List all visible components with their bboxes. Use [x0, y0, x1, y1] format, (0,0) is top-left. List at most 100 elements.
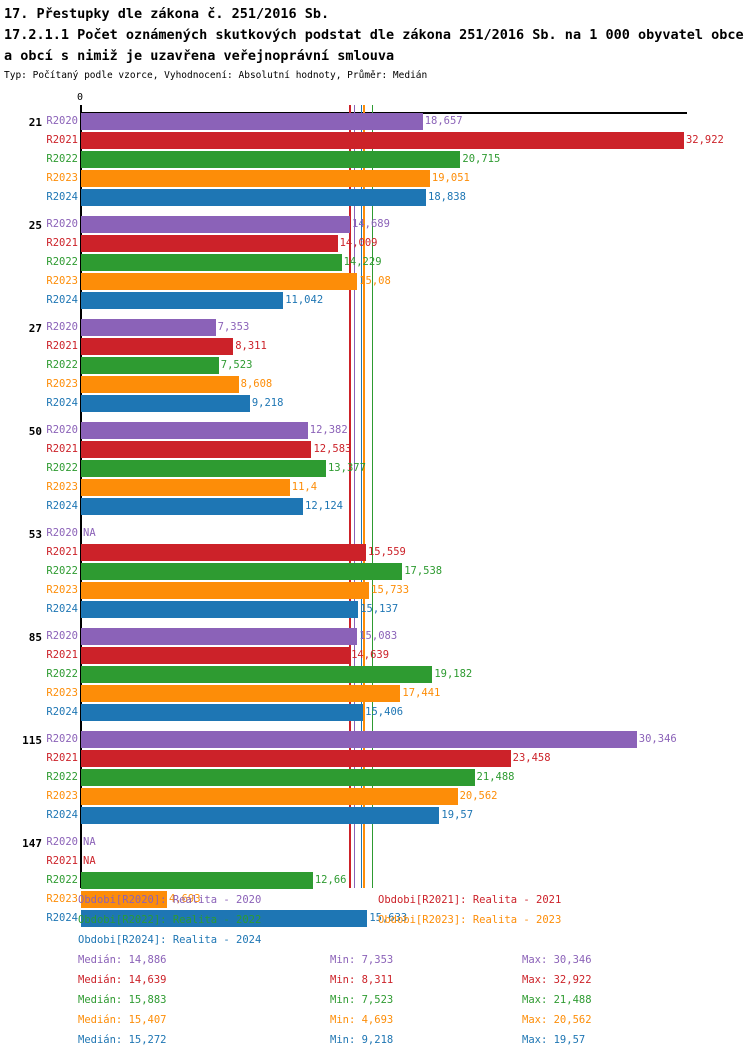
- bar[interactable]: [81, 628, 358, 645]
- bar[interactable]: [81, 647, 350, 664]
- bar-group: 21 R2020 18,657 R2021 32,922 R2022 20,715 R2023…: [0, 113, 750, 208]
- bar[interactable]: [81, 601, 359, 618]
- bar-row-label: R2021: [46, 443, 78, 455]
- stat-max: Max: 19,57: [522, 1034, 586, 1046]
- bar-row: R2022 13,377: [0, 460, 750, 477]
- bar-value-label: 12,124: [305, 500, 343, 512]
- legend-item-obdobi-r2021-realita-2021[interactable]: Obdobi[R2021]: Realita - 2021: [378, 894, 562, 906]
- bar[interactable]: [81, 395, 250, 412]
- stat-median: Medián: 15,407: [78, 1014, 167, 1026]
- bar-value-label: 13,377: [327, 462, 366, 474]
- bar-row: R2021 32,922: [0, 132, 750, 149]
- bar-row: R2024 19,57: [0, 807, 750, 824]
- bar-value-label: NA: [83, 836, 96, 848]
- bar[interactable]: [81, 807, 440, 824]
- bar[interactable]: [81, 479, 290, 496]
- bar[interactable]: [81, 750, 511, 767]
- bar[interactable]: [81, 235, 338, 252]
- bar-row: R2021 23,458: [0, 750, 750, 767]
- bar-value-label: 8,608: [240, 378, 273, 390]
- bar-row: R2021 8,311: [0, 338, 750, 355]
- bar[interactable]: [81, 910, 368, 927]
- bar-row-label: R2023: [46, 893, 78, 905]
- bar[interactable]: [81, 254, 342, 271]
- bar-group: 53 R2020 NA R2021 15,559 R2022 17,538 R2023 15,7…: [0, 525, 750, 620]
- bar[interactable]: [81, 338, 234, 355]
- bar[interactable]: [81, 189, 427, 206]
- bar-value-label: NA: [83, 855, 96, 867]
- bar-value-label: 14,229: [343, 256, 382, 268]
- chart-meta: Typ: Počítaný podle vzorce, Vyhodnocení:…: [4, 70, 428, 81]
- bar[interactable]: [81, 666, 433, 683]
- median-line-r2020: [353, 105, 356, 888]
- stat-min: Min: 9,218: [330, 1034, 394, 1046]
- bar-row: R2022 14,229: [0, 254, 750, 271]
- bar[interactable]: [81, 563, 403, 580]
- bar[interactable]: [81, 292, 284, 309]
- bar-row: R2020 18,657: [0, 113, 750, 130]
- legend-item-obdobi-r2020-realita-2020[interactable]: Obdobi[R2020]: Realita - 2020: [78, 894, 262, 906]
- bar[interactable]: [81, 151, 461, 168]
- bar[interactable]: [81, 704, 364, 721]
- bar-value-label: 17,441: [402, 687, 441, 699]
- page-title: 17. Přestupky dle zákona č. 251/2016 Sb.: [4, 6, 330, 22]
- bar-row: R2023 15,08: [0, 273, 750, 290]
- group-label: 85: [28, 631, 42, 644]
- bar[interactable]: [81, 376, 239, 393]
- bar-row-label: R2020: [46, 527, 78, 539]
- group-label: 50: [28, 425, 42, 438]
- bar-value-label: 9,218: [251, 397, 284, 409]
- legend-row: Obdobi[R2022]: Realita - 2022 Obdobi[R202…: [0, 910, 750, 930]
- bar-group: 115 R2020 30,346 R2021 23,458 R2022 21,488 R202…: [0, 731, 750, 826]
- bar-value-label: 4,693: [168, 893, 201, 905]
- bar[interactable]: [81, 132, 684, 149]
- bar[interactable]: [81, 319, 216, 336]
- bar[interactable]: [81, 872, 313, 889]
- legend-item-obdobi-r2022-realita-2022[interactable]: Obdobi[R2022]: Realita - 2022: [78, 914, 262, 926]
- legend-item-obdobi-r2024-realita-2024[interactable]: Obdobi[R2024]: Realita - 2024: [78, 934, 262, 946]
- stat-min: Min: 4,693: [330, 1014, 394, 1026]
- bar[interactable]: [81, 273, 358, 290]
- legend-item-obdobi-r2023-realita-2023[interactable]: Obdobi[R2023]: Realita - 2023: [378, 914, 562, 926]
- bar[interactable]: [81, 544, 366, 561]
- bar[interactable]: [81, 441, 312, 458]
- bar-row: R2024 15,406: [0, 704, 750, 721]
- bar-value-label: 32,922: [685, 134, 724, 146]
- bar-row-label: R2024: [46, 809, 78, 821]
- group-label: 25: [28, 219, 42, 232]
- stat-median: Medián: 15,883: [78, 994, 167, 1006]
- bar[interactable]: [81, 216, 351, 233]
- bar[interactable]: [81, 460, 326, 477]
- stat-max: Max: 30,346: [522, 954, 592, 966]
- bar[interactable]: [81, 731, 637, 748]
- bar[interactable]: [81, 685, 401, 702]
- bar-row-label: R2022: [46, 771, 78, 783]
- bar[interactable]: [81, 769, 475, 786]
- bar[interactable]: [81, 422, 308, 439]
- bar-row: R2020 15,083: [0, 628, 750, 645]
- stat-median: Medián: 15,272: [78, 1034, 167, 1046]
- legend-stats-row: Medián: 14,639 Min: 8,311 Max: 32,922: [0, 970, 750, 990]
- bar[interactable]: [81, 498, 304, 515]
- bar-row-label: R2022: [46, 256, 78, 268]
- bar[interactable]: [81, 113, 423, 130]
- bar-row-label: R2023: [46, 790, 78, 802]
- bar-value-label: 21,488: [476, 771, 515, 783]
- bar[interactable]: [81, 170, 430, 187]
- bar-row: R2024 12,124: [0, 498, 750, 515]
- bar[interactable]: [81, 357, 219, 374]
- bar-row: R2023 11,4: [0, 479, 750, 496]
- bar-row: R2022 20,715: [0, 151, 750, 168]
- median-line-r2021: [349, 105, 351, 888]
- bar-row-label: R2020: [46, 424, 78, 436]
- bar-row-label: R2020: [46, 321, 78, 333]
- bar-row: R2021 14,639: [0, 647, 750, 664]
- bar[interactable]: [81, 582, 370, 599]
- bar-row: R2024 15,137: [0, 601, 750, 618]
- bar[interactable]: [81, 788, 458, 805]
- bar-row-label: R2022: [46, 874, 78, 886]
- bar-value-label: 11,042: [285, 294, 324, 306]
- bar[interactable]: [81, 891, 167, 908]
- bar-row: R2021 15,559: [0, 544, 750, 561]
- bar-row: R2023 17,441: [0, 685, 750, 702]
